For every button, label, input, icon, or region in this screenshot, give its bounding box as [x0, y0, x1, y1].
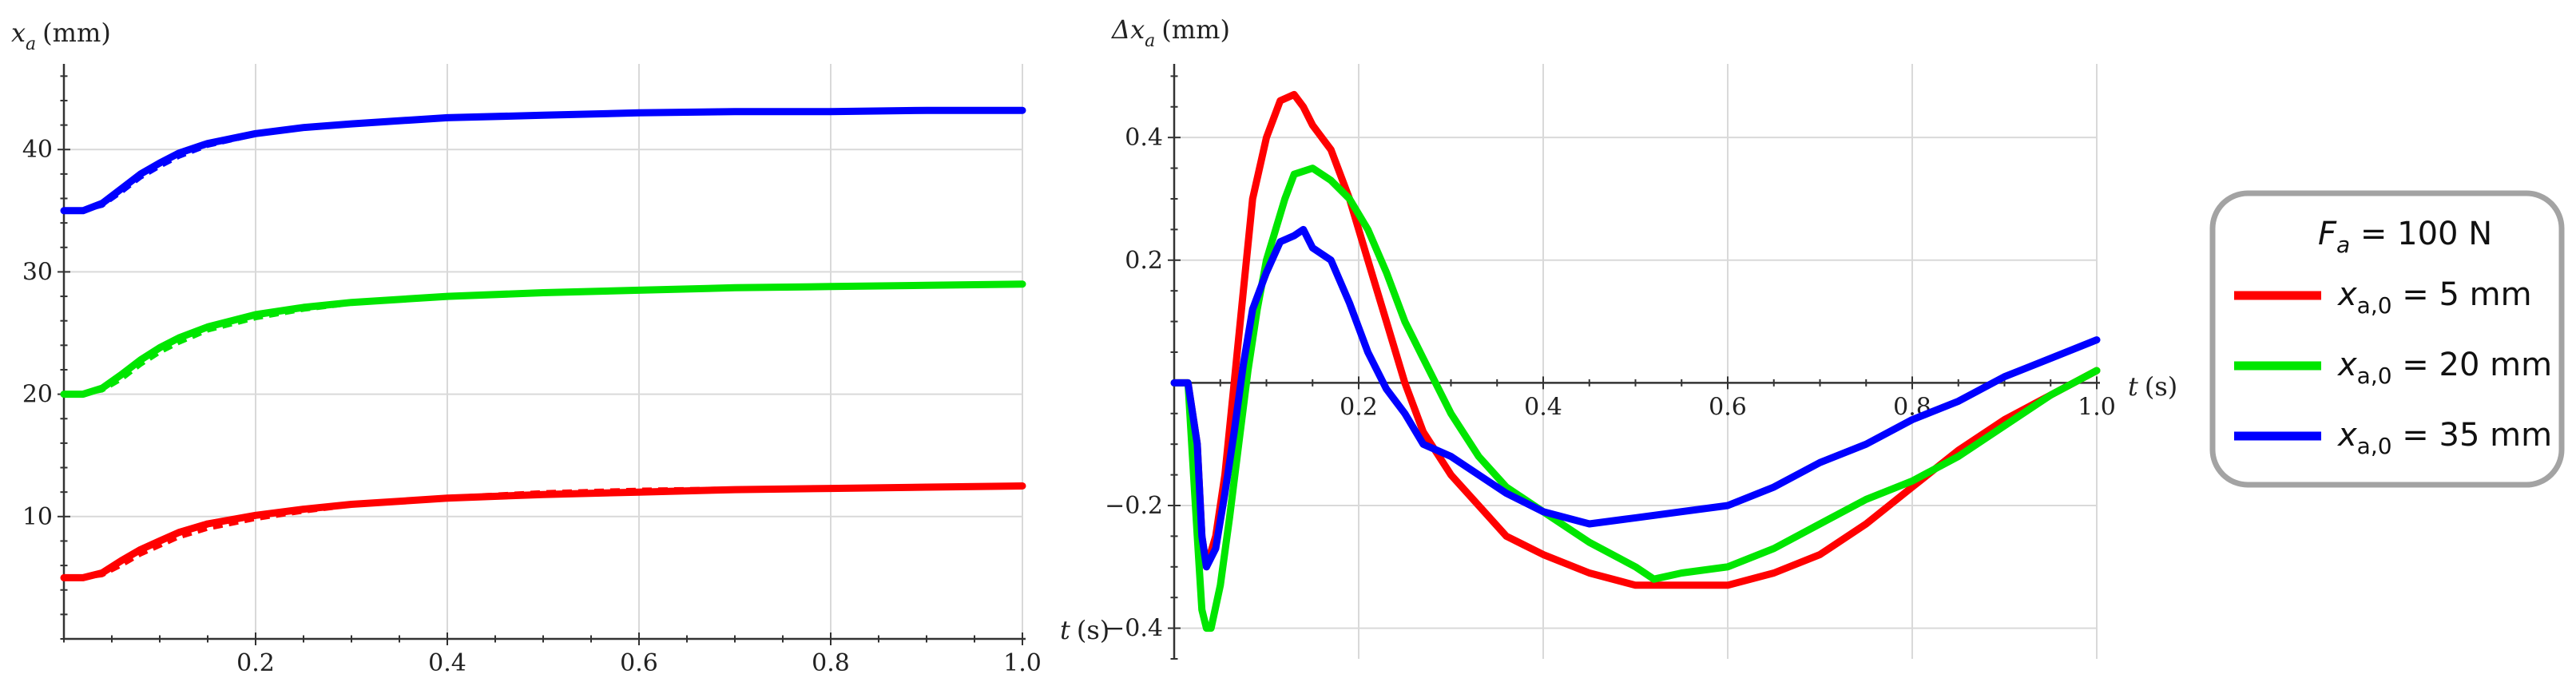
chart-right-ylabel: Δxa (mm) — [1110, 14, 1230, 51]
chart-left-series — [60, 106, 1026, 581]
x-tick-label: 0.4 — [1524, 393, 1562, 421]
x-tick-label: 0.4 — [428, 649, 466, 677]
y-tick-label: 0.2 — [1125, 247, 1163, 275]
legend: Fa = 100 N xa,0 = 5 mm xa,0 = 20 mm xa,0… — [2209, 190, 2565, 488]
y-tick-label: 20 — [22, 381, 53, 409]
y-tick-label: 40 — [22, 136, 53, 164]
y-tick-label: 30 — [22, 258, 53, 286]
x-tick-label: 1.0 — [1003, 649, 1042, 677]
chart-right-displacement-difference: 0.2 0.4 0.6 0.8 1.0−0.4−0.20.20.4 Δxa (mm) t(… — [1105, 14, 2177, 660]
chart-left-grid — [64, 64, 1023, 639]
chart-left-xlabel: t (s) — [1060, 615, 1109, 645]
series-line-dashed — [64, 282, 1022, 397]
legend-label-5mm: xa,0 = 5 mm — [2336, 276, 2532, 319]
y-tick-label: 0.4 — [1125, 124, 1163, 152]
series-line-dashed — [64, 108, 1022, 213]
legend-label-35mm: xa,0 = 35 mm — [2336, 417, 2552, 459]
series-line — [1170, 165, 2101, 632]
chart-left-ticks: 0.2 0.4 0.6 0.8 1.0 10 20 30 40 — [22, 75, 1042, 677]
series-line — [60, 280, 1026, 399]
chart-right-series — [1170, 90, 2101, 632]
x-tick-label: 0.6 — [620, 649, 658, 677]
x-tick-label: 0.8 — [812, 649, 850, 677]
x-tick-label: 0.2 — [1340, 393, 1378, 421]
chart-left-position: 0.2 0.4 0.6 0.8 1.0 10 20 30 40 xa (mm) t (s) — [11, 18, 1109, 677]
chart-left-ylabel: xa (mm) — [11, 18, 111, 54]
chart-right-xlabel: t (s) — [2128, 371, 2177, 402]
chart-left-axes — [62, 64, 1026, 640]
y-tick-label: 10 — [22, 503, 53, 531]
series-line — [1170, 225, 2101, 571]
x-tick-label: 1.0 — [2078, 393, 2116, 421]
series-line — [60, 482, 1026, 581]
y-tick-label: −0.2 — [1105, 492, 1163, 520]
x-tick-label: 0.6 — [1709, 393, 1747, 421]
series-line-dashed — [64, 484, 1022, 580]
y-tick-label: −0.4 — [1105, 615, 1163, 643]
legend-label-20mm: xa,0 = 20 mm — [2336, 347, 2552, 389]
x-tick-label: 0.2 — [236, 649, 275, 677]
legend-box — [2209, 190, 2565, 488]
series-line — [60, 106, 1026, 215]
chart-right-axes — [1173, 64, 2100, 659]
legend-title: Fa = 100 N — [2318, 216, 2492, 258]
chart-right-ticks: 0.2 0.4 0.6 0.8 1.0−0.4−0.20.20.4 — [1105, 75, 2116, 660]
